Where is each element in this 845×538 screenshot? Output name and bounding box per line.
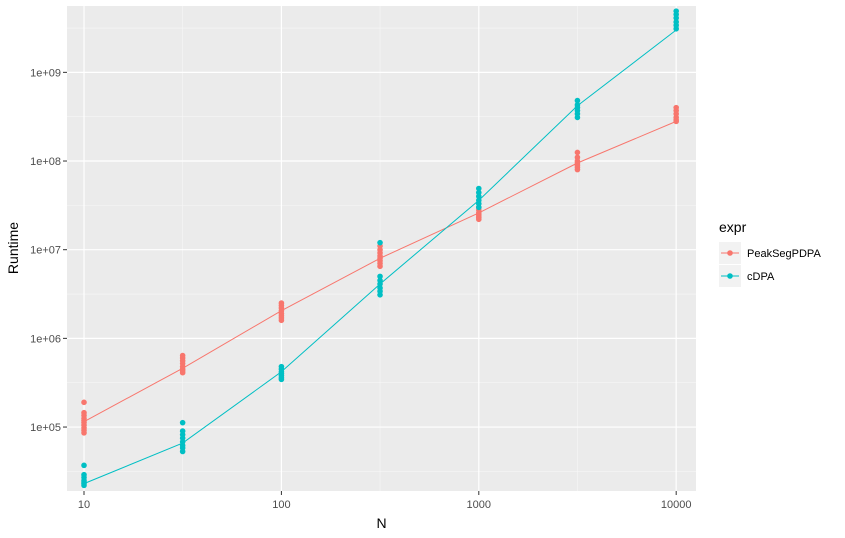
data-point-cdpa [673, 25, 679, 32]
legend-item-cdpa: cDPA [719, 265, 775, 287]
x-axis-title: N [376, 515, 386, 531]
data-point-cdpa [574, 97, 581, 104]
data-point-cdpa [377, 281, 383, 287]
y-tick-label: 1e+07 [30, 245, 61, 257]
data-point-cdpa [377, 239, 383, 246]
data-point-cdpa [574, 114, 581, 121]
y-tick-label: 1e+05 [30, 422, 61, 434]
x-tick-label: 10 [78, 499, 90, 511]
legend: expr PeakSegPDPA cDPA [719, 219, 821, 287]
data-point-cdpa [81, 482, 87, 489]
data-point-cdpa [278, 376, 285, 383]
legend-item-peaksegpdpa: PeakSegPDPA [719, 242, 821, 264]
data-point-peaksegpdpa [179, 369, 186, 376]
data-point-cdpa [475, 193, 482, 200]
x-tick-label: 100 [272, 499, 290, 511]
legend-key-point [727, 250, 733, 256]
axis-ticks [63, 71, 677, 495]
y-tick-label: 1e+08 [30, 156, 61, 168]
data-point-peaksegpdpa [475, 216, 482, 223]
data-point-cdpa [81, 462, 87, 469]
legend-label-peaksegpdpa: PeakSegPDPA [747, 248, 821, 260]
y-tick-label: 1e+06 [30, 333, 61, 345]
series-cdpa [81, 8, 679, 489]
x-tick-label: 1000 [467, 499, 491, 511]
data-point-cdpa [377, 273, 383, 280]
data-point-peaksegpdpa [81, 430, 87, 436]
legend-title: expr [719, 219, 747, 235]
data-point-cdpa [179, 419, 186, 426]
data-point-cdpa [673, 15, 679, 21]
legend-key-point [727, 273, 733, 279]
data-point-cdpa [475, 204, 482, 211]
data-point-peaksegpdpa [574, 149, 581, 156]
y-tick-label: 1e+09 [30, 67, 61, 79]
x-tick-label: 10000 [661, 499, 692, 511]
data-point-peaksegpdpa [673, 118, 679, 125]
legend-label-cdpa: cDPA [747, 271, 775, 283]
data-point-cdpa [377, 291, 383, 298]
data-point-cdpa [179, 448, 186, 455]
series-layer [81, 8, 679, 489]
data-point-cdpa [475, 185, 482, 192]
y-axis-title: Runtime [5, 222, 21, 274]
data-point-peaksegpdpa [278, 317, 285, 324]
legend-items: PeakSegPDPA cDPA [719, 242, 821, 287]
series-peaksegpdpa [81, 104, 679, 436]
data-point-peaksegpdpa [574, 166, 581, 173]
axis-labels: 10 100 1000 10000 1e+05 1e+06 1e+07 1e+08 1e+09 [30, 67, 691, 511]
data-point-peaksegpdpa [377, 263, 383, 270]
data-point-peaksegpdpa [81, 399, 87, 406]
